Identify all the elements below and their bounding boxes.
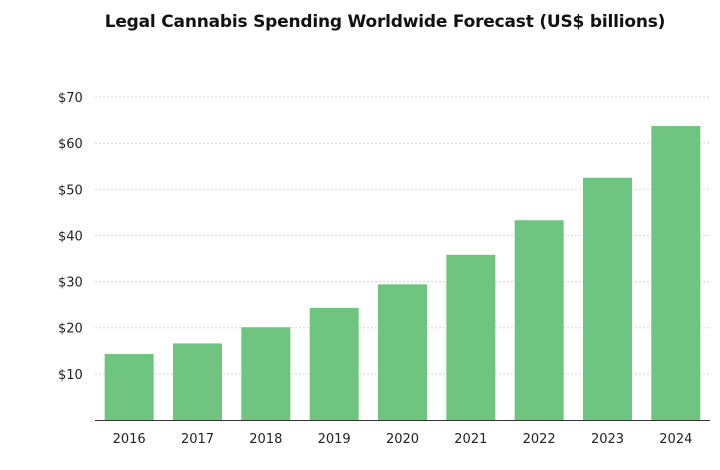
x-tick-label: 2021 — [454, 432, 487, 447]
x-tick-labels: 2016 2017 2018 2019 2020 2021 2022 2023 2024 — [113, 432, 693, 447]
y-tick-label: $40 — [58, 229, 83, 244]
x-tick-label: 2018 — [249, 432, 282, 447]
x-tick-label: 2020 — [386, 432, 419, 447]
bar-2022 — [514, 220, 564, 420]
y-tick-label: $20 — [58, 322, 83, 337]
x-tick-label: 2016 — [113, 432, 146, 447]
y-tick-label: $10 — [58, 368, 83, 383]
y-tick-label: $70 — [58, 91, 83, 106]
bar-2018 — [241, 327, 291, 420]
y-tick-label: $30 — [58, 276, 83, 291]
bar-2021 — [446, 254, 496, 420]
bars — [104, 126, 701, 420]
bar-2024 — [651, 126, 701, 420]
x-tick-label: 2017 — [181, 432, 214, 447]
y-tick-label: $50 — [58, 183, 83, 198]
bar-2016 — [104, 354, 154, 420]
x-tick-label: 2024 — [659, 432, 692, 447]
y-tick-label: $60 — [58, 137, 83, 152]
bar-2020 — [378, 284, 427, 420]
chart-title: Legal Cannabis Spending Worldwide Foreca… — [104, 12, 666, 32]
bar-2019 — [309, 307, 359, 420]
x-tick-label: 2019 — [318, 432, 351, 447]
x-tick-label: 2023 — [591, 432, 624, 447]
x-tick-label: 2022 — [523, 432, 556, 447]
bar-2017 — [173, 343, 222, 420]
y-tick-labels: $10 $20 $30 $40 $50 $60 $70 — [58, 91, 83, 383]
bar-2023 — [583, 177, 632, 420]
